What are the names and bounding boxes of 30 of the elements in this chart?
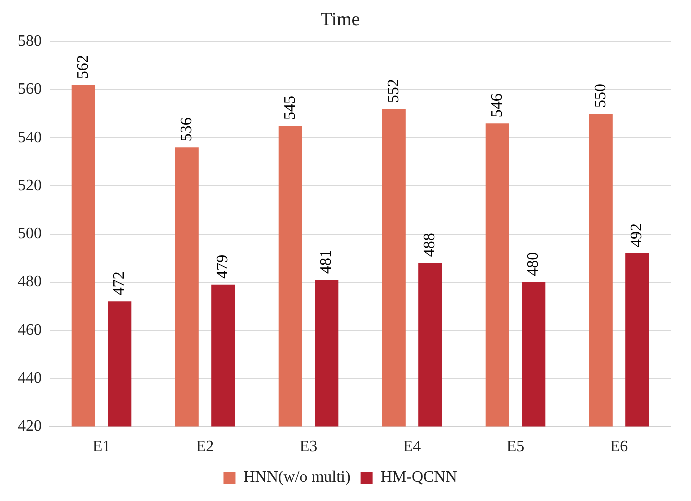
y-tick-label: 580 [18, 33, 42, 50]
data-label: 545 [282, 96, 299, 120]
data-label: 536 [178, 118, 196, 142]
legend-label: HM-QCNN [380, 469, 458, 486]
x-tick-label: E2 [196, 438, 214, 456]
data-label: 552 [385, 79, 402, 104]
chart-title: Time [320, 9, 360, 30]
y-tick-label: 420 [18, 418, 42, 436]
data-label: 472 [111, 272, 128, 296]
data-label: 480 [525, 252, 542, 276]
data-label: 562 [74, 55, 92, 80]
y-tick-label: 540 [18, 129, 42, 146]
y-tick-label: 560 [18, 81, 42, 98]
y-tick-label: 520 [18, 177, 42, 194]
y-tick-label: 500 [18, 226, 42, 243]
data-label: 479 [214, 254, 232, 279]
data-label: 492 [628, 224, 646, 248]
data-label: 550 [592, 84, 610, 108]
data-label: 546 [488, 94, 506, 118]
data-label: 481 [318, 250, 336, 274]
x-tick-label: E6 [610, 438, 628, 456]
x-tick-label: E5 [506, 438, 525, 456]
y-tick-label: 480 [18, 274, 42, 291]
x-tick-label: E3 [300, 438, 318, 456]
x-tick-label: E4 [403, 438, 422, 456]
y-tick-label: 440 [18, 370, 42, 387]
x-tick-label: E1 [92, 438, 111, 456]
y-tick-label: 460 [18, 322, 42, 339]
data-label: 488 [422, 233, 439, 258]
legend-label: HNN(w/o multi) [244, 469, 351, 486]
